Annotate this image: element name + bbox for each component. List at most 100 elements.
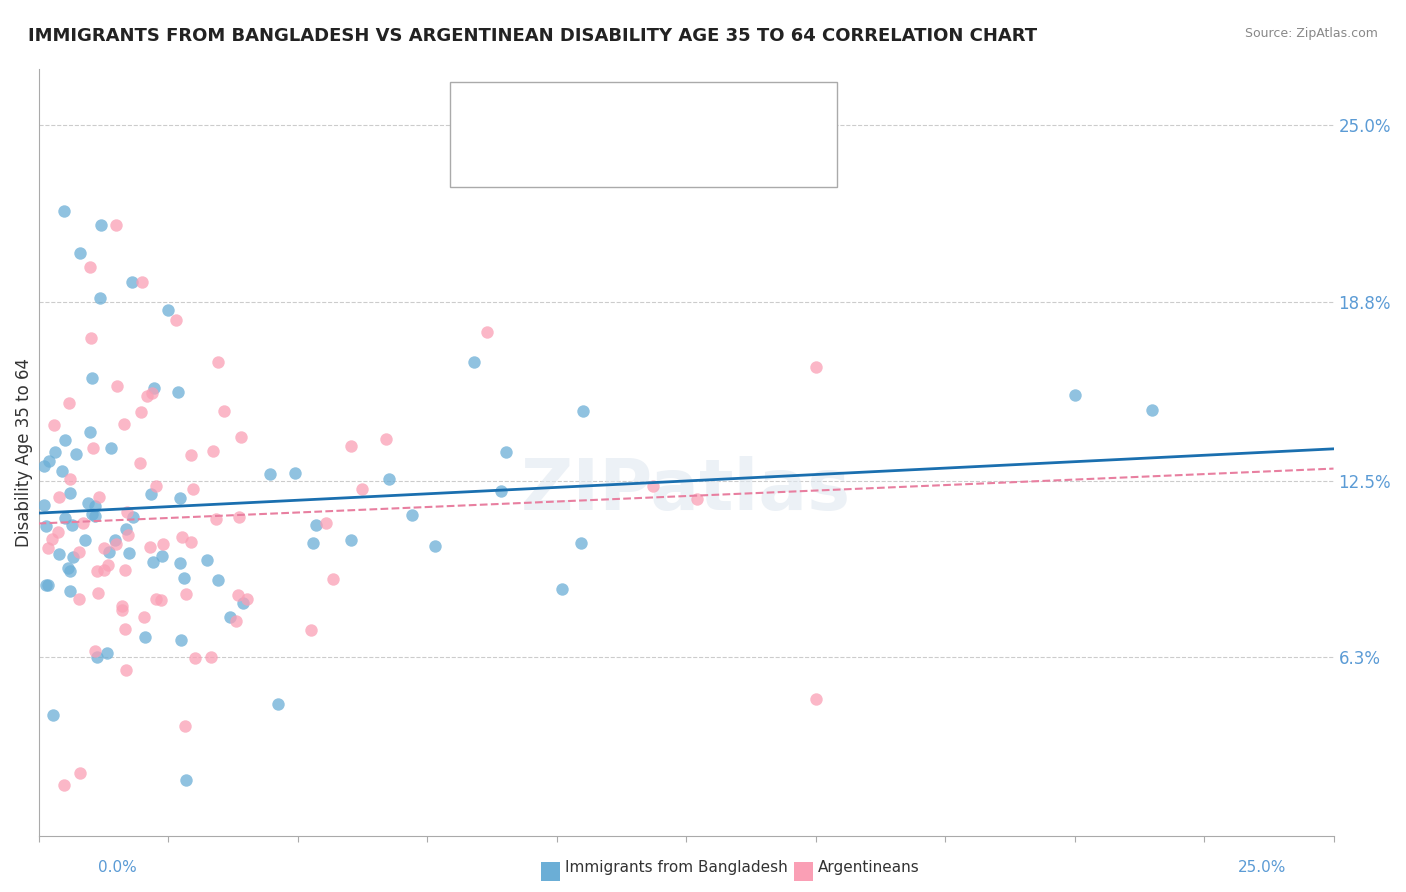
Point bbox=[235, 592, 257, 607]
Point bbox=[76, 495, 98, 509]
Point bbox=[180, 448, 202, 462]
Point bbox=[80, 331, 103, 345]
Point bbox=[59, 583, 82, 598]
Point bbox=[93, 541, 115, 555]
Point bbox=[174, 773, 197, 788]
Text: IMMIGRANTS FROM BANGLADESH VS ARGENTINEAN DISABILITY AGE 35 TO 64 CORRELATION CH: IMMIGRANTS FROM BANGLADESH VS ARGENTINEA… bbox=[28, 27, 1038, 45]
Point bbox=[572, 403, 595, 417]
Point bbox=[180, 534, 202, 549]
Point bbox=[686, 492, 709, 507]
Point bbox=[104, 533, 127, 548]
Point bbox=[84, 509, 107, 524]
Text: R =  0.138   N = 72: R = 0.138 N = 72 bbox=[499, 104, 672, 120]
Point bbox=[301, 535, 323, 549]
Point bbox=[115, 505, 138, 519]
Point bbox=[53, 433, 76, 447]
Point bbox=[80, 371, 103, 385]
Point bbox=[86, 565, 108, 579]
Point bbox=[37, 541, 59, 555]
Point bbox=[157, 303, 180, 318]
Point bbox=[195, 553, 218, 567]
Point bbox=[53, 203, 76, 218]
Point bbox=[152, 537, 174, 551]
Text: 25.0%: 25.0% bbox=[1239, 861, 1286, 875]
Point bbox=[377, 472, 399, 486]
Point bbox=[463, 355, 485, 369]
Point bbox=[200, 650, 222, 665]
Point bbox=[225, 614, 247, 628]
Text: ZIPatlas: ZIPatlas bbox=[522, 456, 851, 525]
Point bbox=[173, 571, 195, 585]
Point bbox=[53, 778, 76, 792]
Point bbox=[44, 445, 66, 459]
Point bbox=[1063, 388, 1085, 402]
Point bbox=[114, 623, 136, 637]
Point bbox=[284, 466, 307, 480]
Point bbox=[105, 218, 128, 232]
Point bbox=[129, 404, 152, 418]
Point bbox=[299, 624, 322, 638]
Text: R = -0.034   N = 73: R = -0.034 N = 73 bbox=[499, 140, 672, 155]
Text: Immigrants from Bangladesh: Immigrants from Bangladesh bbox=[565, 861, 787, 875]
Point bbox=[174, 587, 197, 601]
Point bbox=[149, 593, 172, 607]
Point bbox=[59, 472, 82, 486]
Point bbox=[495, 445, 517, 459]
Point bbox=[84, 499, 107, 513]
Point bbox=[107, 379, 129, 393]
Point bbox=[340, 439, 363, 453]
Point bbox=[51, 464, 73, 478]
Point bbox=[142, 556, 165, 570]
Point bbox=[59, 486, 82, 500]
Point bbox=[111, 602, 134, 616]
Point bbox=[169, 491, 191, 505]
Point bbox=[104, 537, 127, 551]
Point bbox=[83, 644, 105, 658]
Point bbox=[67, 545, 90, 559]
Point bbox=[475, 325, 498, 339]
Point bbox=[69, 246, 91, 260]
Point bbox=[32, 498, 55, 512]
Point bbox=[65, 447, 87, 461]
Point bbox=[352, 483, 374, 497]
Point bbox=[232, 596, 254, 610]
Point bbox=[143, 381, 166, 395]
Point bbox=[804, 359, 827, 374]
Point bbox=[89, 291, 111, 305]
Point bbox=[207, 573, 229, 587]
Point bbox=[150, 549, 173, 564]
Point bbox=[375, 432, 398, 446]
Point bbox=[93, 564, 115, 578]
Point bbox=[42, 708, 65, 723]
Point bbox=[228, 509, 250, 524]
Point bbox=[115, 522, 138, 536]
Point bbox=[170, 633, 193, 648]
Point bbox=[35, 519, 58, 533]
Point bbox=[75, 533, 97, 547]
Point bbox=[141, 385, 163, 400]
Point bbox=[167, 385, 190, 400]
Point bbox=[56, 561, 79, 575]
Point bbox=[35, 577, 58, 591]
Point bbox=[96, 646, 118, 660]
Point bbox=[138, 540, 160, 554]
Point bbox=[121, 275, 143, 289]
Point bbox=[202, 444, 225, 458]
Point bbox=[131, 275, 153, 289]
Point bbox=[134, 609, 156, 624]
Point bbox=[53, 511, 76, 525]
Point bbox=[129, 456, 152, 470]
Text: 0.0%: 0.0% bbox=[98, 861, 138, 875]
Point bbox=[172, 530, 194, 544]
Point bbox=[423, 539, 446, 553]
Point bbox=[112, 417, 135, 432]
Point bbox=[322, 572, 344, 586]
Point bbox=[98, 545, 121, 559]
Point bbox=[100, 442, 122, 456]
Point bbox=[48, 490, 70, 504]
Point bbox=[231, 430, 253, 444]
Point bbox=[340, 533, 363, 547]
Point bbox=[122, 510, 145, 524]
Point bbox=[226, 588, 249, 602]
Point bbox=[38, 454, 60, 468]
